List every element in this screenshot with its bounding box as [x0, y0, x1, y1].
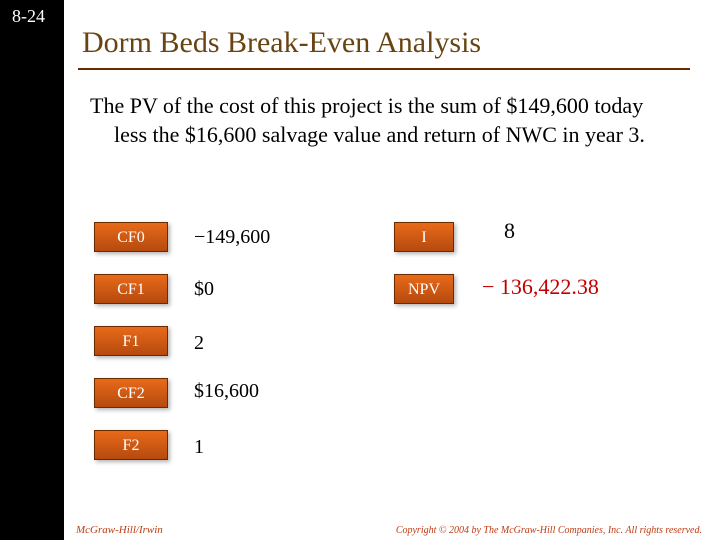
footer-copyright: Copyright © 2004 by The McGraw-Hill Comp…	[396, 525, 702, 536]
key-f1: F1	[94, 326, 168, 356]
slide-body-text: The PV of the cost of this project is th…	[78, 92, 678, 149]
slide-content: Dorm Beds Break-Even Analysis The PV of …	[64, 0, 720, 540]
footer-publisher: McGraw-Hill/Irwin	[76, 524, 163, 536]
value-cf1: $0	[194, 278, 214, 301]
value-cf0: −149,600	[194, 226, 270, 249]
value-i: 8	[504, 218, 515, 244]
key-cf0: CF0	[94, 222, 168, 252]
key-npv: NPV	[394, 274, 454, 304]
title-underline	[78, 68, 690, 70]
key-i: I	[394, 222, 454, 252]
key-cf2: CF2	[94, 378, 168, 408]
value-f2: 1	[194, 436, 204, 459]
page-number: 8-24	[12, 6, 45, 27]
key-cf1: CF1	[94, 274, 168, 304]
value-npv: − 136,422.38	[482, 274, 599, 300]
value-f1: 2	[194, 332, 204, 355]
key-f2: F2	[94, 430, 168, 460]
value-cf2: $16,600	[194, 380, 259, 403]
slide-title: Dorm Beds Break-Even Analysis	[82, 26, 481, 60]
left-sidebar: 8-24	[0, 0, 64, 540]
